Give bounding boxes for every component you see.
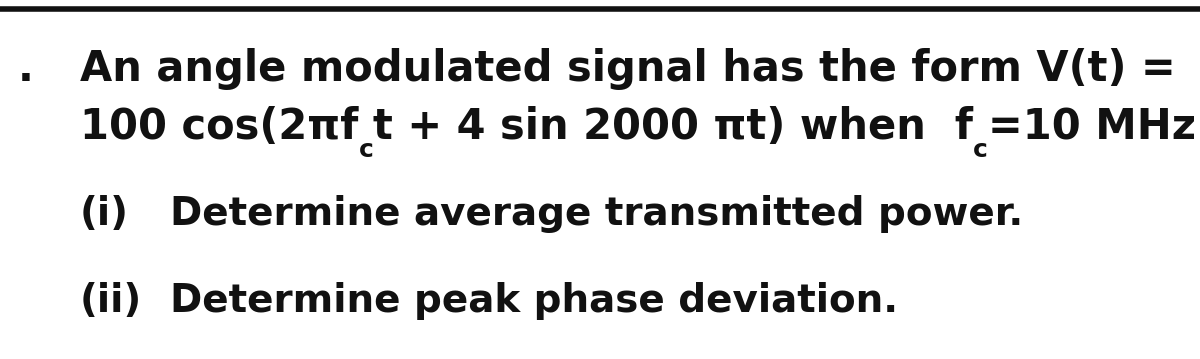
Text: c: c [359,138,373,162]
Text: An angle modulated signal has the form V(t) =: An angle modulated signal has the form V… [80,48,1176,90]
Text: =10 MHz.: =10 MHz. [988,106,1200,148]
Text: Determine average transmitted power.: Determine average transmitted power. [170,195,1024,233]
Text: 100 cos(2πf: 100 cos(2πf [80,106,359,148]
Text: c: c [973,138,988,162]
Text: .: . [18,48,34,90]
Text: Determine peak phase deviation.: Determine peak phase deviation. [170,282,898,320]
Text: t + 4 sin 2000 πt) when  f: t + 4 sin 2000 πt) when f [373,106,973,148]
Text: (i): (i) [80,195,130,233]
Text: (ii): (ii) [80,282,143,320]
